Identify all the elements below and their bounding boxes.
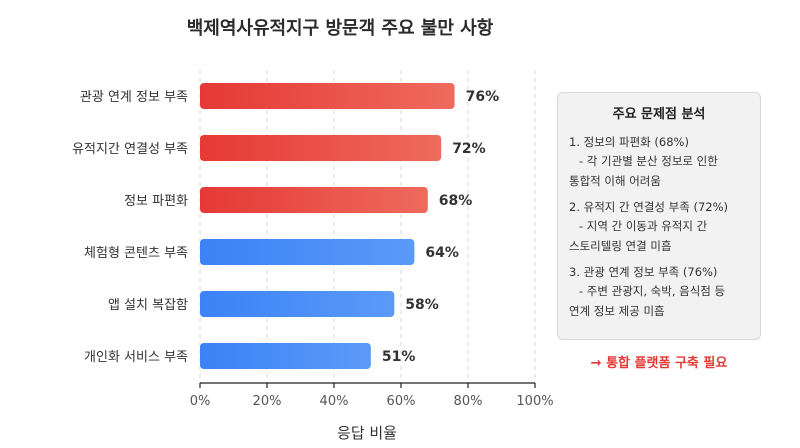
chart-title: 백제역사유적지구 방문객 주요 불만 사항 <box>187 18 494 39</box>
x-axis-title: 응답 비율 <box>337 424 397 442</box>
analysis-item-detail: 연계 정보 제공 미흡 <box>569 304 665 318</box>
value-label: 68% <box>439 193 473 209</box>
bar <box>200 239 415 265</box>
analysis-item: 1. 정보의 파편화 (68%) - 각 기관별 분산 정보로 인한 통합적 이… <box>569 134 749 191</box>
analysis-panel: 주요 문제점 분석 1. 정보의 파편화 (68%) - 각 기관별 분산 정보… <box>557 92 761 340</box>
value-label: 72% <box>452 141 486 157</box>
analysis-item-detail: - 각 기관별 분산 정보로 인한 <box>579 154 718 168</box>
analysis-item-detail: - 주변 관광지, 숙박, 음식점 등 <box>579 284 726 298</box>
bar <box>200 83 455 109</box>
value-label: 58% <box>405 297 439 313</box>
category-label: 앱 설치 복잡함 <box>108 298 188 313</box>
analysis-item-heading: 2. 유적지 간 연결성 부족 (72%) <box>569 200 729 214</box>
x-tick-label: 40% <box>320 394 349 409</box>
value-label: 76% <box>466 89 500 105</box>
value-label: 64% <box>425 245 459 261</box>
analysis-title: 주요 문제점 분석 <box>612 107 706 122</box>
category-label: 체험형 콘텐츠 부족 <box>84 246 188 261</box>
bar <box>200 135 442 161</box>
analysis-item: 2. 유적지 간 연결성 부족 (72%) - 지역 간 이동과 유적지 간 스… <box>569 199 749 256</box>
category-label: 유적지간 연결성 부족 <box>72 142 188 157</box>
bar <box>200 343 371 369</box>
analysis-item-detail: - 지역 간 이동과 유적지 간 <box>579 219 708 233</box>
category-label: 정보 파편화 <box>124 194 188 209</box>
value-label: 51% <box>382 349 416 365</box>
x-tick-label: 60% <box>387 394 416 409</box>
analysis-item-detail: 스토리텔링 연결 미흡 <box>569 239 672 253</box>
x-tick-label: 100% <box>516 394 553 409</box>
analysis-item-heading: 1. 정보의 파편화 (68%) <box>569 135 689 149</box>
x-tick-label: 0% <box>190 394 211 409</box>
category-label: 관광 연계 정보 부족 <box>80 90 188 105</box>
analysis-item: 3. 관광 연계 정보 부족 (76%) - 주변 관광지, 숙박, 음식점 등… <box>569 264 749 321</box>
x-tick-label: 80% <box>454 394 483 409</box>
category-label: 개인화 서비스 부족 <box>84 350 188 365</box>
bar <box>200 187 428 213</box>
conclusion-text: → 통합 플랫폼 구축 필요 <box>590 356 728 371</box>
bar <box>200 291 395 317</box>
x-tick-label: 20% <box>253 394 282 409</box>
analysis-item-heading: 3. 관광 연계 정보 부족 (76%) <box>569 265 718 279</box>
analysis-item-detail: 통합적 이해 어려움 <box>569 174 661 188</box>
